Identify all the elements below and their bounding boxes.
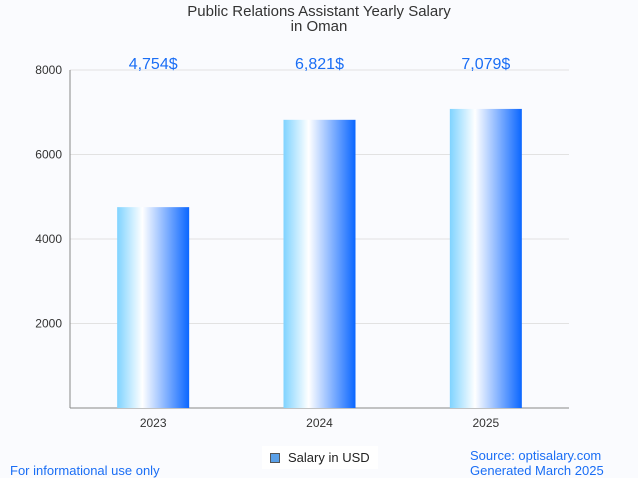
legend-swatch xyxy=(270,452,280,463)
data-label: 4,754$ xyxy=(129,56,178,73)
legend: Salary in USD xyxy=(262,446,378,469)
legend-label: Salary in USD xyxy=(288,450,370,465)
title-line-1: Public Relations Assistant Yearly Salary xyxy=(187,3,451,20)
bar-2025 xyxy=(449,108,522,409)
chart-title: Public Relations Assistant Yearly Salary… xyxy=(0,4,638,34)
data-label: 7,079$ xyxy=(461,56,510,73)
y-tick-label: 2000 xyxy=(35,317,62,331)
x-tick-label: 2024 xyxy=(306,416,333,430)
title-line-2: in Oman xyxy=(290,18,348,35)
generated-date: Generated March 2025 xyxy=(470,463,604,478)
y-tick-label: 4000 xyxy=(35,232,62,246)
bar-2024 xyxy=(283,119,356,409)
x-tick-label: 2023 xyxy=(140,416,167,430)
x-tick-label: 2025 xyxy=(472,416,499,430)
source-link[interactable]: Source: optisalary.com xyxy=(470,448,602,463)
y-tick-label: 6000 xyxy=(35,148,62,162)
data-label: 6,821$ xyxy=(295,56,344,73)
y-tick-label: 8000 xyxy=(35,63,62,77)
bar-2023 xyxy=(117,207,190,408)
disclaimer: For informational use only xyxy=(10,463,160,478)
